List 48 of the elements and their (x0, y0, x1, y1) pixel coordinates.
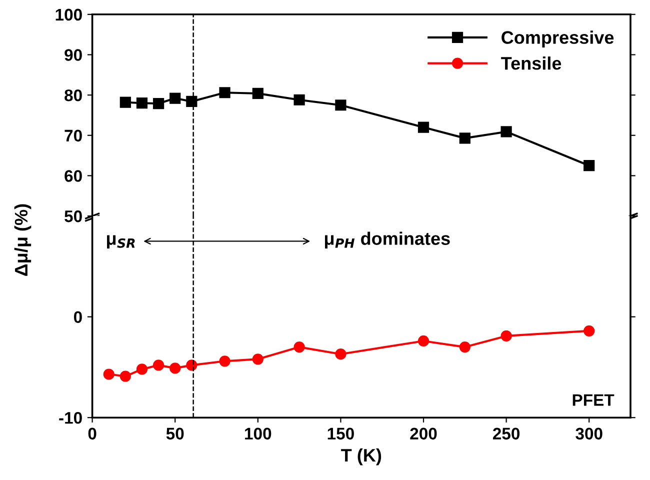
point (252, 354, 264, 365)
point (152, 360, 164, 371)
y-tick-label: 70 (64, 130, 82, 142)
point (335, 100, 346, 111)
point (136, 364, 148, 375)
x-tick-label: 50 (166, 428, 184, 440)
point (186, 96, 198, 108)
x-tick-label: 200 (410, 428, 437, 440)
y-tick-label: 90 (64, 49, 82, 61)
point (219, 87, 230, 98)
point (219, 356, 230, 367)
point (170, 92, 181, 104)
y-tick-label: 80 (64, 89, 82, 102)
point (500, 330, 512, 342)
y-tick-label: -10 (59, 412, 82, 424)
point (418, 335, 430, 347)
point (170, 362, 181, 374)
point (500, 126, 512, 138)
legend-label: Compressive (502, 30, 614, 48)
point (120, 370, 131, 382)
x-tick-label: 0 (88, 428, 96, 440)
point (584, 325, 595, 336)
point (252, 88, 264, 99)
point (584, 160, 595, 172)
annotation: PFET (572, 394, 614, 406)
y-axis-title: Δμ/μ (%) (14, 204, 32, 276)
y-tick-label: 100 (56, 8, 82, 21)
annotation: μ$_{SR}$ (107, 235, 135, 248)
point (294, 94, 305, 106)
x-tick-label: 250 (492, 428, 520, 440)
y-tick-label: 0 (74, 311, 82, 324)
point (136, 98, 148, 109)
annotation: μ$_{PH}$ dominates (324, 232, 450, 248)
point (294, 341, 305, 353)
point (103, 368, 114, 380)
point (152, 98, 164, 110)
point (418, 122, 430, 133)
x-axis-title: T (K) (341, 448, 382, 466)
point (335, 348, 346, 360)
x-tick-label: 150 (328, 428, 354, 440)
point (120, 96, 131, 108)
point (459, 132, 470, 144)
x-tick-label: 300 (576, 428, 602, 440)
y-tick-label: 60 (64, 170, 82, 182)
x-tick-label: 100 (245, 428, 272, 440)
y-tick-label: 50 (64, 210, 82, 222)
point (459, 341, 470, 353)
legend-label: Tensile (501, 56, 562, 70)
